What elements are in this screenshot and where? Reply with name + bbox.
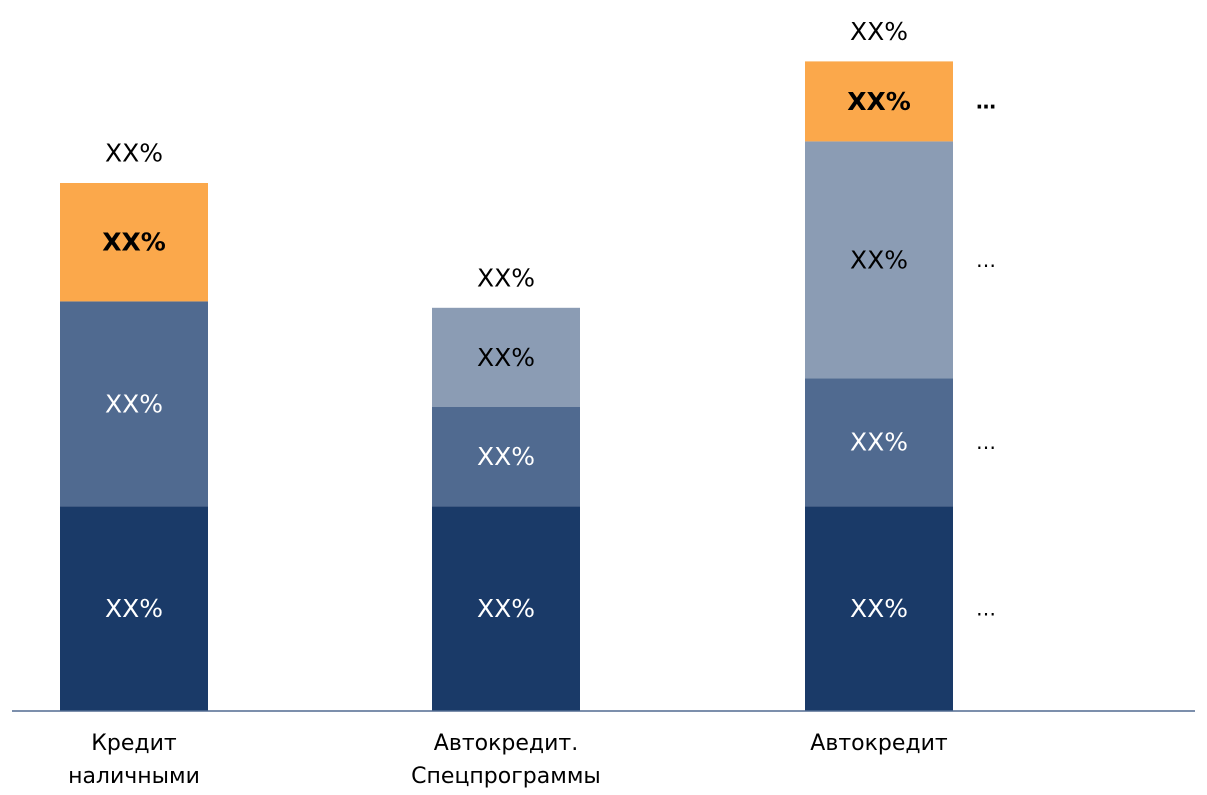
total-label-1: XX% (477, 263, 535, 292)
bar-segment-2-3 (805, 61, 953, 142)
total-label-2: XX% (850, 17, 908, 46)
annotation-3: … (976, 89, 996, 113)
category-label-line-2-0: Автокредит (810, 731, 948, 756)
segment-label-2-2: XX% (850, 245, 908, 274)
segment-labels-group: XX% XX% XX% XX% XX% XX% XX% XX% XX% XX% (102, 87, 911, 623)
category-label-line-1-1: Спецпрограммы (411, 764, 601, 789)
bar-segment-2-0 (805, 506, 953, 711)
bar-segment-1-0 (432, 506, 580, 711)
segment-label-0-0: XX% (105, 594, 163, 623)
category-label-0: Кредит наличными (68, 731, 200, 789)
total-labels-group: XX% XX% XX% (105, 17, 908, 292)
bars-group (60, 61, 953, 711)
segment-label-1-0: XX% (477, 594, 535, 623)
bar-segment-1-1 (432, 407, 580, 507)
bar-segment-0-0 (60, 506, 208, 711)
bar-segment-0-1 (60, 301, 208, 507)
category-label-1: Автокредит. Спецпрограммы (411, 731, 601, 789)
bar-segment-0-3 (60, 183, 208, 302)
segment-label-1-2: XX% (477, 343, 535, 372)
segment-label-0-1: XX% (105, 389, 163, 418)
annotation-0: … (976, 597, 996, 621)
total-label-0: XX% (105, 139, 163, 168)
segment-label-1-1: XX% (477, 442, 535, 471)
category-label-line-0-1: наличными (68, 764, 200, 789)
annotation-1: … (976, 430, 996, 454)
bar-segment-2-1 (805, 378, 953, 507)
segment-label-2-3: XX% (847, 87, 911, 116)
segment-label-0-3: XX% (102, 228, 166, 257)
annotations-group: … … … … (976, 89, 996, 620)
bar-segment-1-2 (432, 307, 580, 407)
annotation-2: … (976, 248, 996, 272)
category-label-line-0-0: Кредит (91, 731, 177, 756)
segment-label-2-0: XX% (850, 594, 908, 623)
bar-segment-2-2 (805, 141, 953, 379)
category-label-line-1-0: Автокредит. (434, 731, 578, 756)
category-label-2: Автокредит (810, 731, 948, 756)
segment-label-2-1: XX% (850, 428, 908, 457)
